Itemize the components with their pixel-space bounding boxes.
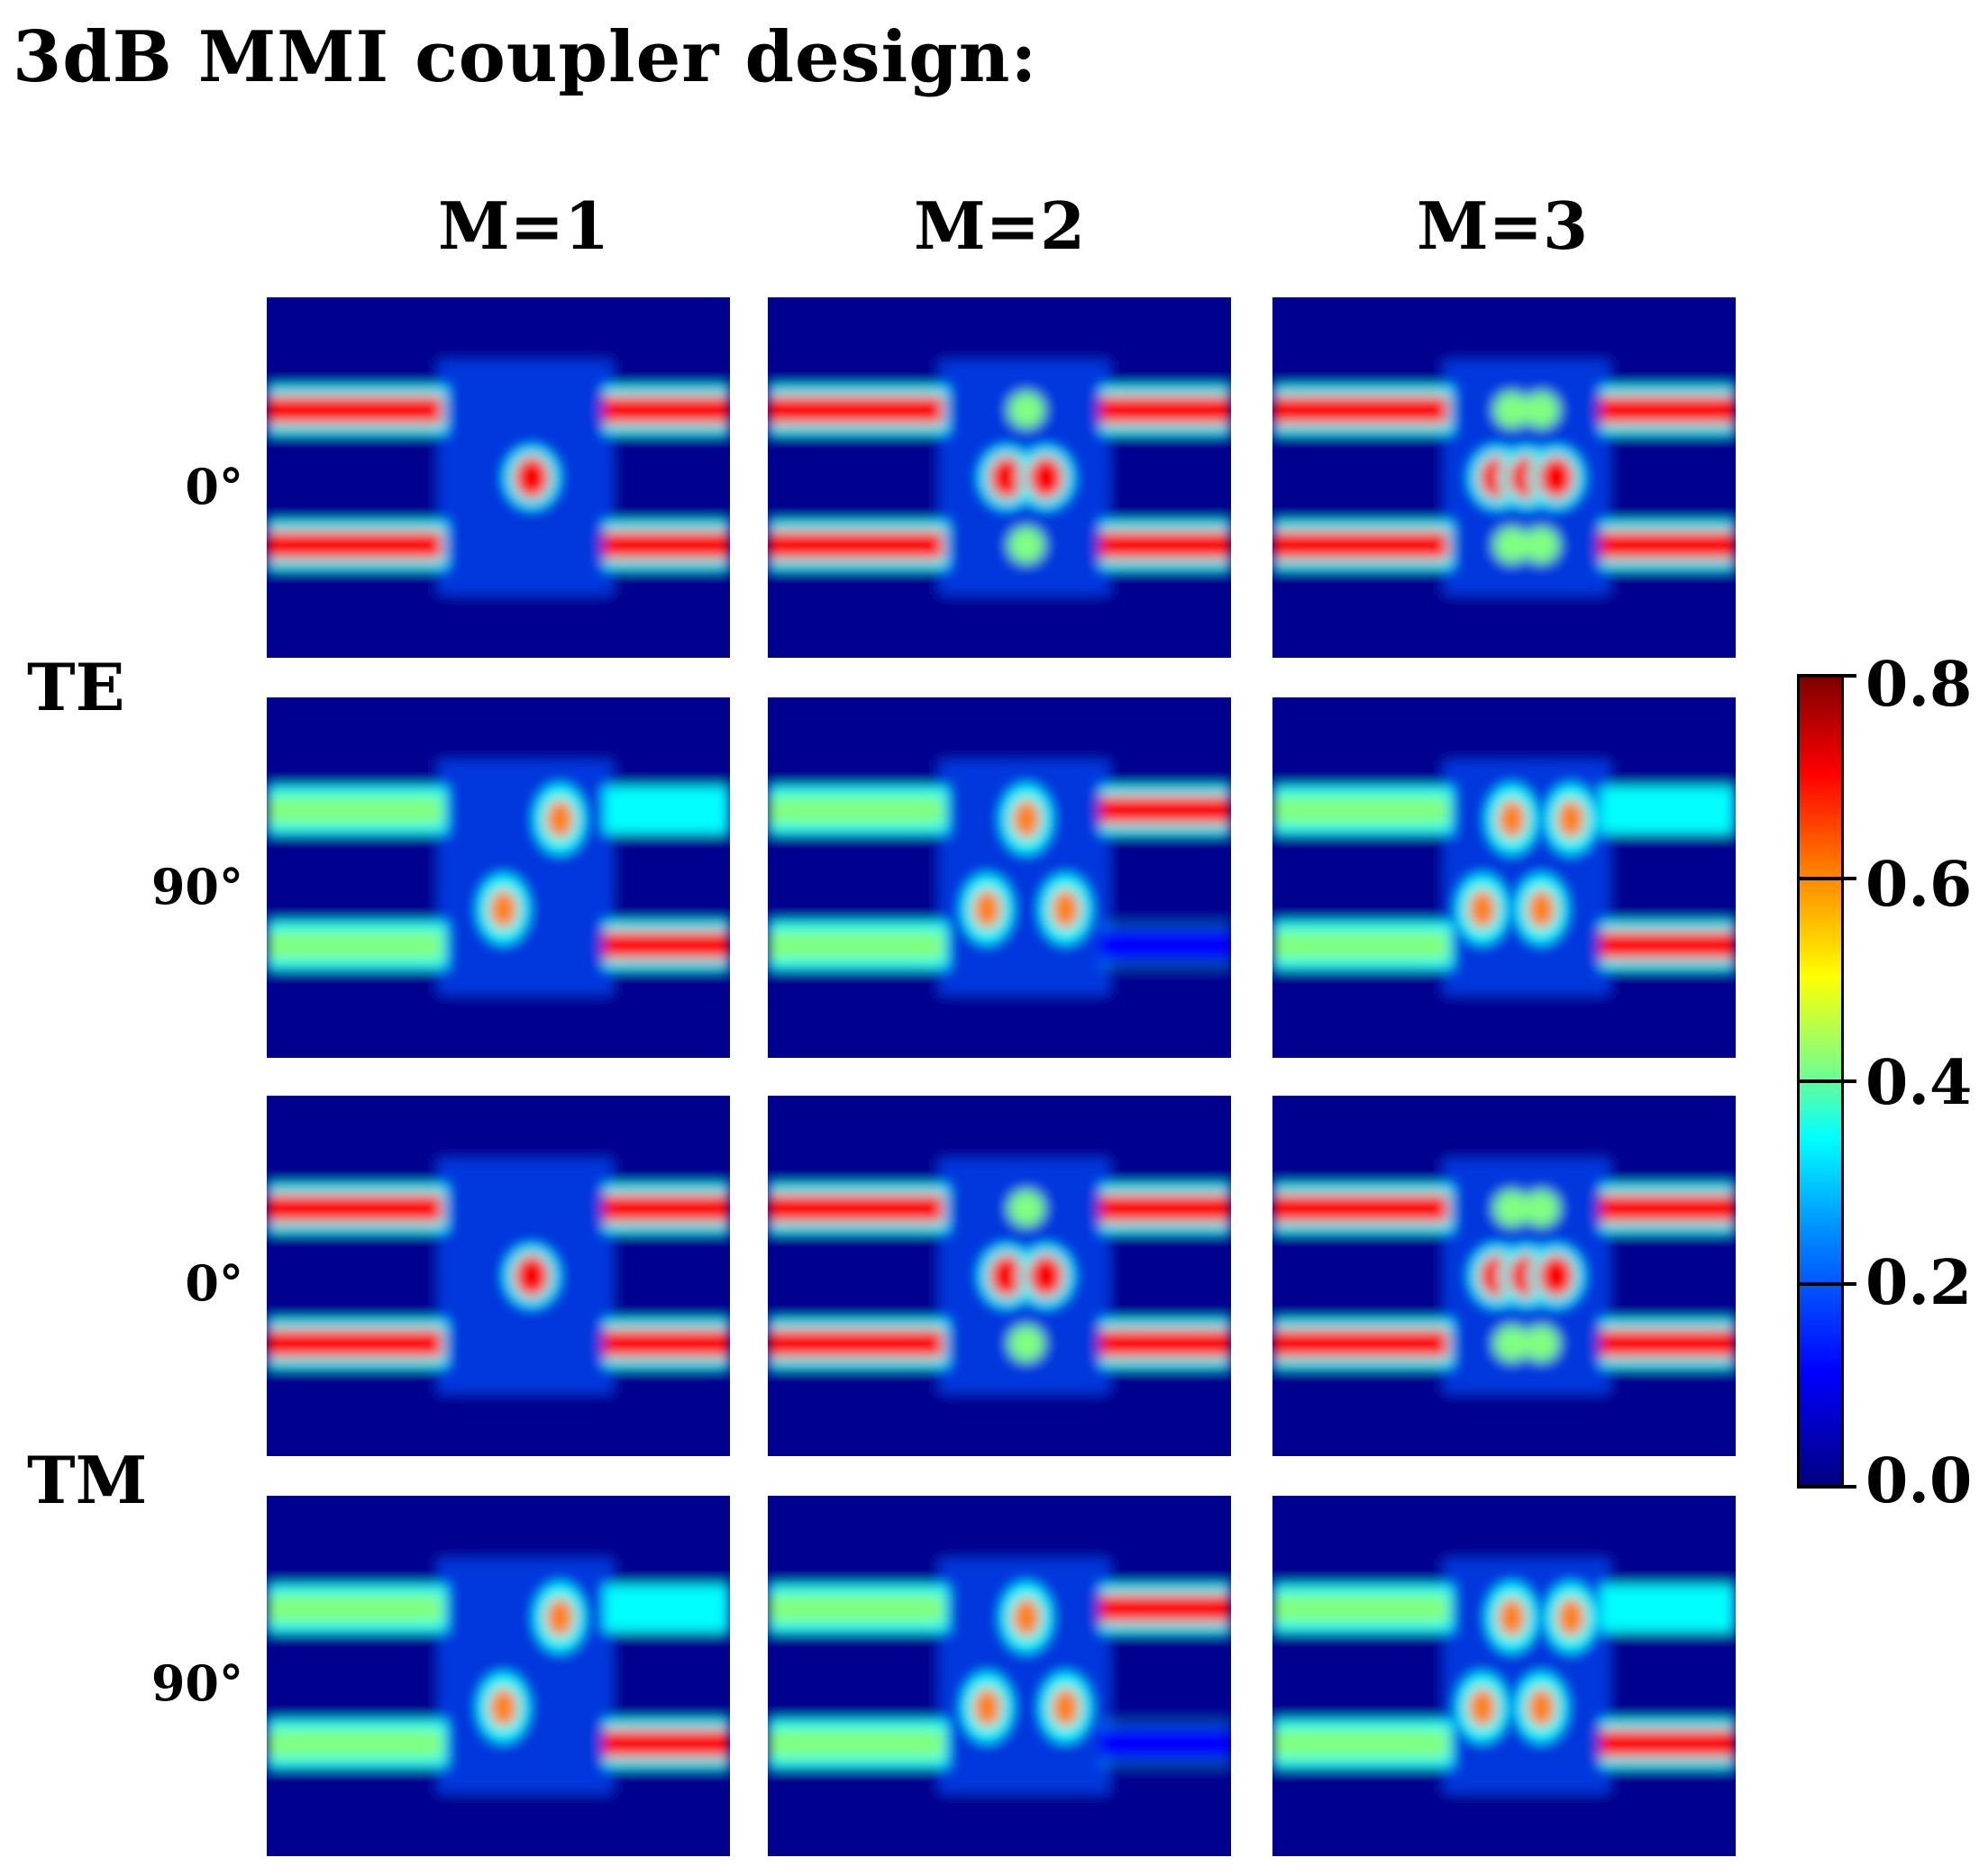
colorbar-tick [1797,674,1856,678]
colorbar-tick [1797,1485,1856,1489]
heatmap-panel-te-0-m1 [267,297,730,658]
colorbar-label-0.2: 0.2 [1865,1247,1973,1319]
polarization-label-te: TE [27,649,125,725]
colorbar-label-0.8: 0.8 [1865,649,1973,721]
phase-label-tm-0: 0° [185,1254,243,1312]
colorbar-tick [1797,1079,1856,1083]
heatmap-panel-tm-0-m3 [1272,1096,1736,1456]
heatmap-panel-te-0-m3 [1272,297,1736,658]
polarization-label-tm: TM [27,1442,148,1518]
column-header-m2: M=2 [913,187,1086,264]
colorbar-label-0.0: 0.0 [1865,1445,1973,1517]
heatmap-panel-tm-90-m3 [1272,1496,1736,1856]
colorbar-tick [1797,1282,1856,1286]
column-header-m3: M=3 [1416,187,1589,264]
heatmap-panel-te-90-m2 [768,697,1231,1058]
heatmap-panel-tm-90-m2 [768,1496,1231,1856]
heatmap-panel-te-90-m1 [267,697,730,1058]
colorbar-label-0.4: 0.4 [1865,1047,1973,1119]
heatmap-panel-tm-0-m1 [267,1096,730,1456]
heatmap-panel-te-90-m3 [1272,697,1736,1058]
phase-label-tm-90: 90° [150,1654,243,1712]
column-header-m1: M=1 [437,187,610,264]
figure-title: 3dB MMI coupler design: [13,16,1038,98]
heatmap-panel-tm-0-m2 [768,1096,1231,1456]
colorbar-label-0.6: 0.6 [1865,849,1973,921]
phase-label-te-90: 90° [150,858,243,915]
heatmap-panel-tm-90-m1 [267,1496,730,1856]
heatmap-panel-te-0-m2 [768,297,1231,658]
phase-label-te-0: 0° [185,458,243,515]
colorbar-tick [1797,877,1856,880]
